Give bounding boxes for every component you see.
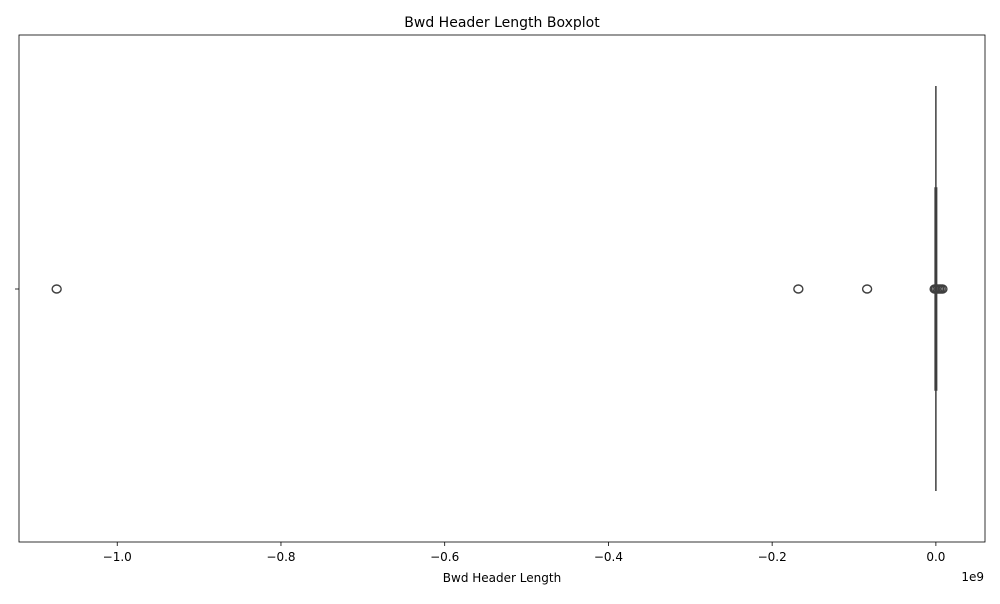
chart-title: Bwd Header Length Boxplot [404, 15, 600, 31]
outlier-point [51, 284, 62, 294]
x-axis-scale-label: 1e9 [961, 570, 984, 584]
x-axis-ticks: −1.0 −0.8 −0.6 −0.4 −0.2 0.0 [103, 542, 945, 564]
x-tick-label: −0.6 [430, 550, 459, 564]
plot-area [18, 34, 986, 543]
outlier-point [793, 284, 804, 294]
x-axis-label: Bwd Header Length [443, 571, 561, 585]
x-tick-label: −1.0 [103, 550, 132, 564]
x-tick-label: 0.0 [926, 550, 945, 564]
outlier-point [861, 284, 873, 294]
x-tick-label: −0.4 [594, 550, 623, 564]
outlier-group [51, 284, 948, 294]
x-tick-label: −0.8 [266, 550, 295, 564]
x-tick-label: −0.2 [758, 550, 787, 564]
outlier-point [937, 284, 948, 294]
